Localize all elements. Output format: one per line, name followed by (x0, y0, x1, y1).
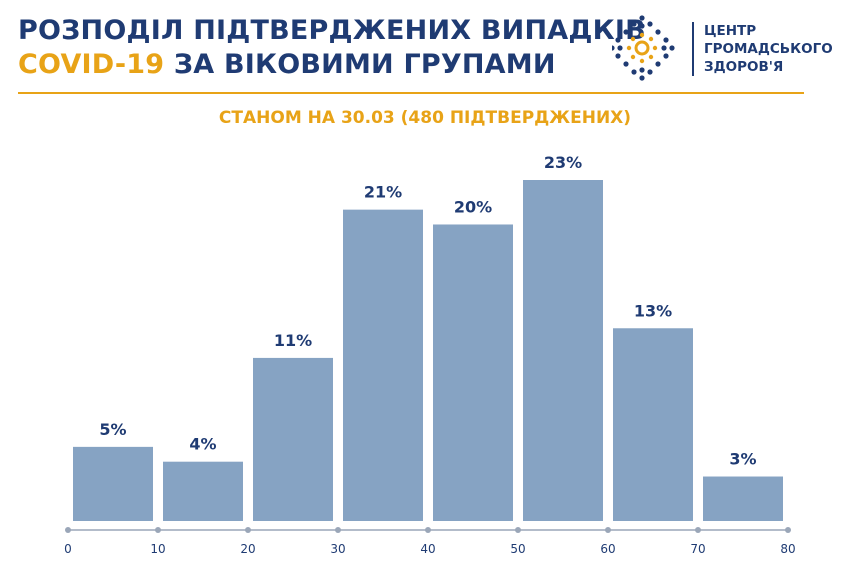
logo-dot (630, 36, 636, 42)
value-label-40-50: 20% (454, 197, 492, 216)
logo-text: ЦЕНТР ГРОМАДСЬКОГО ЗДОРОВ'Я (704, 22, 833, 76)
value-label-10-20: 4% (189, 435, 216, 454)
logo-line-2: ГРОМАДСЬКОГО (704, 41, 833, 57)
bar-10-20 (163, 461, 243, 521)
x-tick-label: 50 (510, 542, 525, 556)
x-tick-label: 70 (690, 542, 705, 556)
logo-dot (615, 37, 621, 43)
organization-logo: ЦЕНТР ГРОМАДСЬКОГО ЗДОРОВ'Я (609, 12, 842, 84)
value-label-20-30: 11% (274, 331, 312, 350)
logo-dot (617, 45, 623, 51)
x-tick-label: 20 (240, 542, 255, 556)
logo-line-1: ЦЕНТР (704, 23, 757, 39)
logo-dot (652, 45, 658, 51)
bar-60-70 (613, 328, 693, 521)
logo-dot (663, 53, 669, 59)
logo-dot (647, 21, 653, 27)
x-tick-mark (605, 527, 611, 533)
value-label-60-70: 13% (634, 301, 672, 320)
bar-0-10 (73, 446, 153, 521)
x-tick-mark (245, 527, 251, 533)
logo-dot (626, 45, 632, 51)
logo-dot (639, 15, 645, 21)
logo-dot (647, 69, 653, 75)
logo-dot (631, 69, 637, 75)
x-tick-label: 0 (64, 542, 72, 556)
title-highlight: COVID-19 (18, 49, 165, 80)
chart-title: РОЗПОДІЛ ПІДТВЕРДЖЕНИХ ВИПАДКІВ COVID-19… (18, 14, 646, 82)
logo-dot (648, 36, 654, 42)
logo-dot (630, 54, 636, 60)
title-line-1: РОЗПОДІЛ ПІДТВЕРДЖЕНИХ ВИПАДКІВ (18, 15, 646, 46)
logo-dot (639, 58, 645, 64)
logo-dot (655, 29, 661, 35)
x-tick-label: 60 (600, 542, 615, 556)
value-label-0-10: 5% (99, 420, 126, 439)
x-tick-mark (785, 527, 791, 533)
logo-dot (639, 75, 645, 81)
x-tick-label: 40 (420, 542, 435, 556)
x-tick-mark (515, 527, 521, 533)
logo-dot (623, 29, 629, 35)
logo-divider (692, 22, 694, 76)
bar-30-40 (343, 209, 423, 522)
logo-dot (615, 53, 621, 59)
x-tick-label: 30 (330, 542, 345, 556)
bar-50-60 (523, 180, 603, 521)
x-tick-mark (425, 527, 431, 533)
title-rest: ЗА ВІКОВИМИ ГРУПАМИ (164, 49, 556, 80)
title-line-2: COVID-19 ЗА ВІКОВИМИ ГРУПАМИ (18, 48, 646, 82)
dots-ring-logo-icon (609, 15, 675, 81)
x-tick-mark (65, 527, 71, 533)
x-tick-label: 10 (150, 542, 165, 556)
logo-center-ring (634, 40, 650, 56)
chart-subtitle: СТАНОМ НА 30.03 (480 ПІДТВЕРДЖЕНИХ) (218, 108, 632, 128)
logo-dot (669, 45, 675, 51)
x-tick-mark (335, 527, 341, 533)
logo-line-3: ЗДОРОВ'Я (704, 59, 784, 75)
value-label-50-60: 23% (544, 153, 582, 172)
x-tick-label: 80 (780, 542, 795, 556)
logo-dot (639, 32, 645, 38)
x-tick-mark (695, 527, 701, 533)
logo-dot (648, 54, 654, 60)
bar-20-30 (253, 357, 333, 521)
logo-dot (631, 21, 637, 27)
logo-dot (661, 45, 667, 51)
logo-dot (639, 67, 645, 73)
logo-dot (663, 37, 669, 43)
logo-dot (655, 61, 661, 67)
logo-dot (639, 23, 645, 29)
x-tick-mark (155, 527, 161, 533)
value-label-30-40: 21% (364, 183, 402, 202)
header-divider (18, 92, 804, 94)
value-label-70-80: 3% (729, 450, 756, 469)
logo-dot (623, 61, 629, 67)
bar-40-50 (433, 224, 513, 521)
bar-70-80 (703, 476, 783, 521)
